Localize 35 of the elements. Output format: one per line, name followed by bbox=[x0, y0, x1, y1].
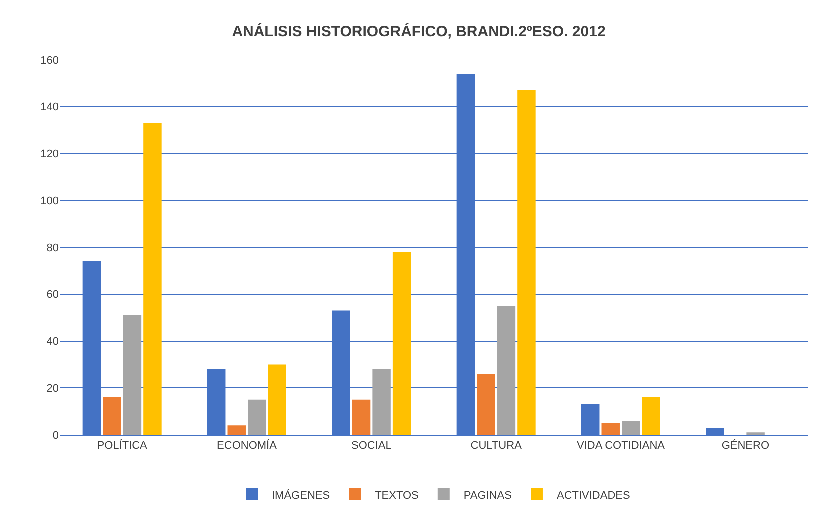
bar bbox=[392, 252, 412, 435]
legend-label: ACTIVIDADES bbox=[556, 490, 630, 502]
bar bbox=[268, 364, 286, 435]
bar bbox=[352, 400, 371, 435]
chart-title: ANÁLISIS HISTORIOGRÁFICO, BRANDI.2ºESO. 2012 bbox=[232, 22, 606, 41]
y-tick-label: 160 bbox=[40, 54, 59, 67]
y-tick-label: 0 bbox=[52, 430, 59, 442]
y-tick-label: 140 bbox=[40, 102, 59, 114]
y-tick-label: 120 bbox=[40, 148, 59, 161]
bar bbox=[477, 374, 496, 435]
y-tick-label: 60 bbox=[46, 289, 59, 302]
bar bbox=[228, 426, 246, 435]
x-tick-label: ECONOMÍA bbox=[217, 439, 278, 452]
bar bbox=[642, 398, 660, 435]
bar bbox=[103, 398, 122, 435]
y-tick-label: 20 bbox=[46, 382, 59, 395]
x-tick-label: SOCIAL bbox=[351, 440, 392, 452]
y-tick-label: 100 bbox=[40, 195, 59, 208]
legend-label: TEXTOS bbox=[375, 490, 419, 502]
legend-label: PAGINAS bbox=[464, 490, 512, 502]
x-tick-label: POLÍTICA bbox=[97, 439, 148, 452]
y-tick-label: 80 bbox=[46, 242, 59, 254]
x-tick-label: VIDA COTIDIANA bbox=[576, 440, 666, 452]
legend-label: IMÁGENES bbox=[272, 488, 330, 502]
bar bbox=[144, 123, 162, 435]
bar bbox=[248, 400, 266, 435]
x-tick-label: GÉNERO bbox=[722, 439, 770, 452]
bar bbox=[602, 423, 620, 435]
bar bbox=[622, 420, 640, 435]
bar bbox=[497, 306, 516, 435]
x-tick-label: CULTURA bbox=[470, 440, 523, 452]
bar bbox=[372, 369, 391, 435]
bar bbox=[123, 315, 142, 435]
bar bbox=[518, 90, 536, 435]
y-tick-label: 40 bbox=[46, 336, 59, 348]
